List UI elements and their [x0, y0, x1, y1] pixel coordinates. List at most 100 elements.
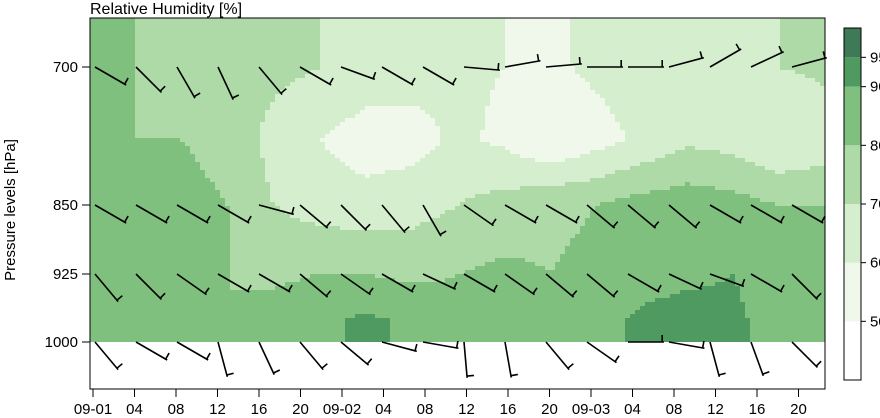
- rh-cell: [685, 66, 691, 71]
- rh-cell: [100, 146, 106, 151]
- rh-cell: [590, 138, 596, 143]
- rh-cell: [90, 126, 96, 131]
- rh-cell: [745, 98, 751, 103]
- rh-cell: [360, 98, 366, 103]
- rh-cell: [590, 66, 596, 71]
- rh-cell: [195, 110, 201, 115]
- rh-cell: [815, 26, 821, 31]
- rh-cell: [400, 146, 406, 151]
- rh-cell: [350, 34, 356, 39]
- rh-cell: [430, 106, 436, 111]
- rh-cell: [735, 62, 741, 67]
- rh-cell: [570, 114, 576, 119]
- rh-cell: [215, 122, 221, 127]
- rh-cell: [360, 22, 366, 27]
- rh-cell: [405, 118, 411, 123]
- rh-cell: [645, 22, 651, 27]
- rh-cell: [330, 82, 336, 87]
- rh-cell: [645, 102, 651, 107]
- rh-cell: [140, 22, 146, 27]
- rh-cell: [115, 26, 121, 31]
- rh-cell: [740, 98, 746, 103]
- rh-cell: [720, 114, 726, 119]
- rh-cell: [370, 22, 376, 27]
- rh-cell: [110, 102, 116, 107]
- rh-cell: [315, 110, 321, 115]
- rh-cell: [395, 86, 401, 91]
- rh-cell: [275, 130, 281, 135]
- rh-cell: [505, 78, 511, 83]
- rh-cell: [525, 18, 531, 23]
- rh-cell: [365, 98, 371, 103]
- rh-cell: [330, 58, 336, 63]
- rh-cell: [175, 18, 181, 23]
- rh-cell: [345, 70, 351, 75]
- rh-cell: [240, 86, 246, 91]
- rh-cell: [545, 90, 551, 95]
- rh-cell: [415, 86, 421, 91]
- rh-cell: [595, 58, 601, 63]
- rh-cell: [185, 70, 191, 75]
- rh-cell: [630, 78, 636, 83]
- rh-cell: [640, 122, 646, 127]
- rh-cell: [205, 110, 211, 115]
- rh-cell: [615, 74, 621, 79]
- rh-cell: [425, 94, 431, 99]
- rh-cell: [130, 58, 136, 63]
- rh-cell: [785, 126, 791, 131]
- rh-cell: [175, 70, 181, 75]
- rh-cell: [305, 126, 311, 131]
- rh-cell: [815, 86, 821, 91]
- rh-cell: [575, 106, 581, 111]
- rh-cell: [705, 38, 711, 43]
- rh-cell: [665, 114, 671, 119]
- rh-cell: [680, 22, 686, 27]
- rh-cell: [250, 58, 256, 63]
- rh-cell: [460, 26, 466, 31]
- rh-cell: [660, 138, 666, 143]
- rh-cell: [180, 150, 186, 155]
- rh-cell: [625, 34, 631, 39]
- rh-cell: [160, 18, 166, 23]
- rh-cell: [490, 86, 496, 91]
- rh-cell: [780, 126, 786, 131]
- rh-cell: [375, 50, 381, 55]
- rh-cell: [635, 46, 641, 51]
- rh-cell: [805, 74, 811, 79]
- rh-cell: [315, 102, 321, 107]
- rh-cell: [315, 46, 321, 51]
- rh-cell: [710, 150, 716, 155]
- rh-cell: [410, 18, 416, 23]
- rh-cell: [200, 142, 206, 147]
- rh-cell: [530, 146, 536, 151]
- rh-cell: [245, 22, 251, 27]
- rh-cell: [210, 26, 216, 31]
- rh-cell: [525, 78, 531, 83]
- rh-cell: [725, 74, 731, 79]
- rh-cell: [475, 114, 481, 119]
- rh-cell: [135, 50, 141, 55]
- rh-cell: [790, 138, 796, 143]
- rh-cell: [755, 106, 761, 111]
- rh-cell: [280, 62, 286, 67]
- rh-cell: [480, 38, 486, 43]
- rh-cell: [615, 86, 621, 91]
- rh-cell: [540, 62, 546, 67]
- rh-cell: [235, 90, 241, 95]
- rh-cell: [100, 82, 106, 87]
- rh-cell: [385, 74, 391, 79]
- rh-cell: [125, 94, 131, 99]
- rh-cell: [685, 142, 691, 147]
- rh-cell: [795, 114, 801, 119]
- rh-cell: [660, 74, 666, 79]
- rh-cell: [720, 18, 726, 23]
- rh-cell: [170, 46, 176, 51]
- rh-cell: [220, 26, 226, 31]
- rh-cell: [650, 114, 656, 119]
- rh-cell: [550, 26, 556, 31]
- rh-cell: [380, 54, 386, 59]
- rh-cell: [510, 118, 516, 123]
- rh-cell: [415, 94, 421, 99]
- rh-cell: [755, 122, 761, 127]
- rh-cell: [410, 118, 416, 123]
